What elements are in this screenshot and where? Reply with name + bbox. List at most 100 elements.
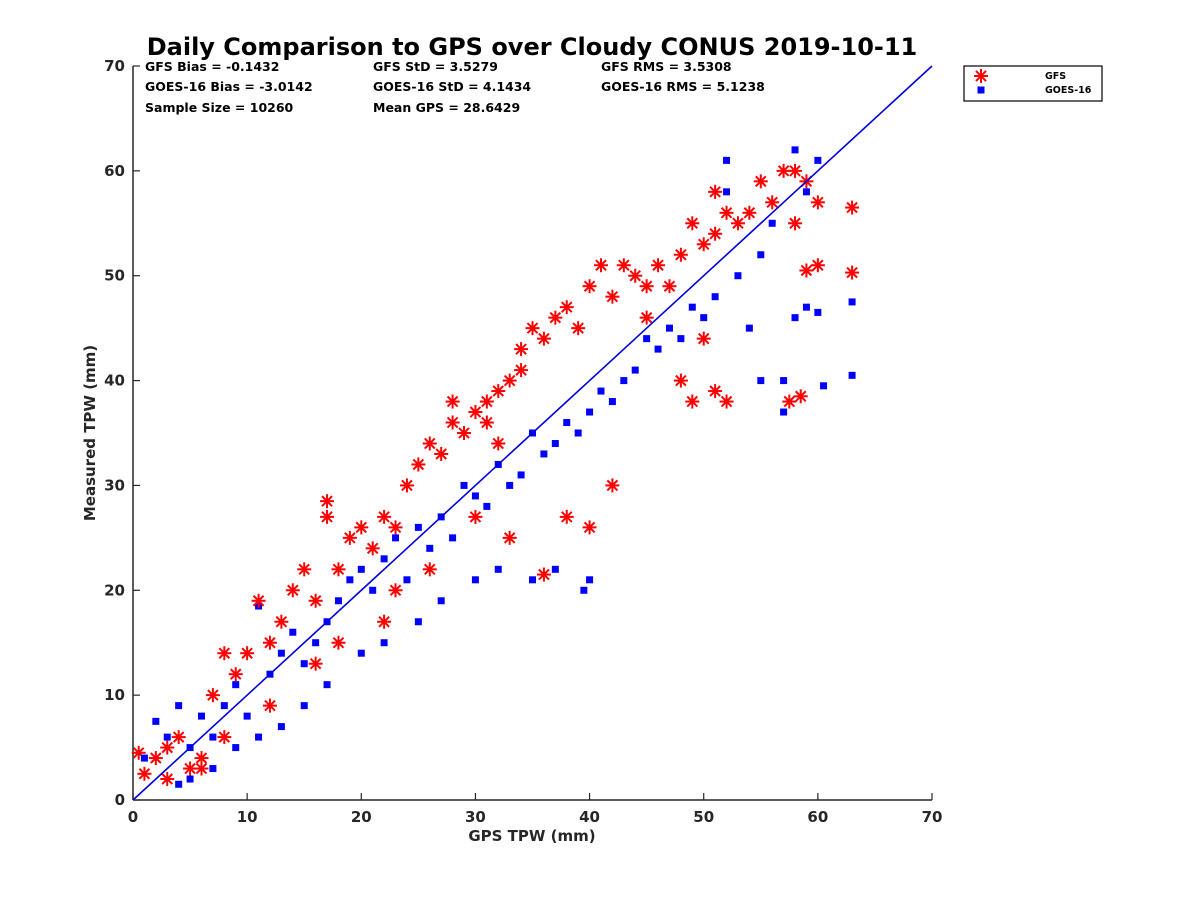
x-tick-label: 60 [807, 808, 828, 826]
goes16-point [597, 387, 605, 395]
stat-text: GFS Bias = -0.1432 [145, 59, 279, 74]
gfs-point [377, 614, 392, 629]
goes16-point [426, 544, 434, 552]
goes16-point [346, 576, 354, 584]
goes16-point [688, 303, 696, 311]
gfs-point [639, 279, 654, 294]
goes16-point [802, 188, 810, 196]
gfs-point [719, 394, 734, 409]
goes16-point [631, 366, 639, 374]
gfs-point [708, 184, 723, 199]
gfs-point [514, 342, 529, 357]
gfs-point [491, 436, 506, 451]
goes16-point [711, 293, 719, 301]
gfs-point [240, 646, 255, 661]
goes16-point [449, 534, 457, 542]
legend-gfs-marker [974, 69, 988, 83]
gfs-point [388, 583, 403, 598]
goes16-point [323, 681, 331, 689]
gfs-point [696, 237, 711, 252]
y-tick-label: 70 [104, 57, 125, 75]
gfs-point [377, 509, 392, 524]
gfs-point [502, 373, 517, 388]
goes16-point [620, 377, 628, 385]
gfs-point [502, 530, 517, 545]
x-tick-label: 0 [128, 808, 138, 826]
goes16-point [574, 429, 582, 437]
goes16-point [814, 156, 822, 164]
gfs-point [468, 405, 483, 420]
stat-text: GFS RMS = 3.5308 [601, 59, 732, 74]
goes16-point [529, 576, 536, 584]
goes16-point [586, 408, 594, 416]
gfs-point [845, 265, 860, 280]
goes16-point [745, 324, 753, 332]
goes16-point [175, 780, 183, 788]
gfs-point [651, 258, 666, 273]
goes16-point [300, 702, 308, 710]
goes16-point [471, 492, 479, 500]
goes16-point [277, 649, 285, 657]
gfs-point [571, 321, 586, 336]
axes: 0 10 20 30 40 50 60 70 0 10 20 30 40 50 60 70 [104, 57, 942, 826]
goes16-point [312, 639, 320, 647]
x-tick-label: 10 [237, 808, 258, 826]
goes16-point [289, 628, 297, 636]
goes16-point [757, 251, 765, 259]
goes16-point [232, 744, 240, 752]
x-tick-label: 70 [922, 808, 943, 826]
gfs-point [445, 415, 460, 430]
gfs-point [536, 331, 551, 346]
gfs-point [685, 394, 700, 409]
goes16-point [654, 345, 662, 353]
gfs-point [845, 200, 860, 215]
goes16-point [517, 471, 525, 479]
goes16-point [392, 534, 400, 542]
gfs-point [148, 751, 163, 766]
gfs-point [514, 363, 529, 378]
gfs-point [788, 216, 803, 231]
gfs-point [708, 384, 723, 399]
gfs-point [605, 478, 620, 493]
goes16-point [723, 188, 731, 196]
gfs-point [297, 562, 312, 577]
gfs-point [525, 321, 540, 336]
gfs-point [605, 289, 620, 304]
goes16-point [175, 702, 183, 710]
goes16-point [551, 565, 559, 573]
goes16-point [768, 219, 776, 227]
gfs-point [730, 216, 745, 231]
goes16-point [140, 754, 148, 762]
legend-goes16-marker [977, 86, 985, 94]
legend-box [963, 65, 1103, 102]
goes16-point [780, 408, 788, 416]
gfs-point [342, 530, 357, 545]
gfs-point [559, 509, 574, 524]
gfs-point [536, 567, 551, 582]
goes16-point [643, 335, 651, 343]
gfs-point [217, 646, 232, 661]
gfs-point [411, 457, 426, 472]
gfs-point [719, 205, 734, 220]
legend-goes16-label: GOES-16 [1045, 85, 1092, 96]
gfs-point [479, 415, 494, 430]
goes16-point [483, 502, 491, 510]
goes16-point [551, 439, 559, 447]
gfs-point [217, 730, 232, 745]
y-tick-label: 10 [104, 686, 125, 704]
stat-text: Mean GPS = 28.6429 [373, 100, 520, 115]
gfs-point [673, 247, 688, 262]
gfs-point [582, 279, 597, 294]
goes16-point [334, 597, 342, 605]
chart-title: Daily Comparison to GPS over Cloudy CONU… [147, 33, 918, 61]
plot-area [131, 146, 860, 788]
goes16-point [460, 481, 468, 489]
x-tick-label: 50 [693, 808, 714, 826]
gfs-point [445, 394, 460, 409]
goes16-point [369, 586, 377, 594]
y-axis-label: Measured TPW (mm) [81, 345, 99, 521]
gfs-point [559, 300, 574, 315]
gfs-point [274, 614, 289, 629]
goes16-point [506, 481, 514, 489]
